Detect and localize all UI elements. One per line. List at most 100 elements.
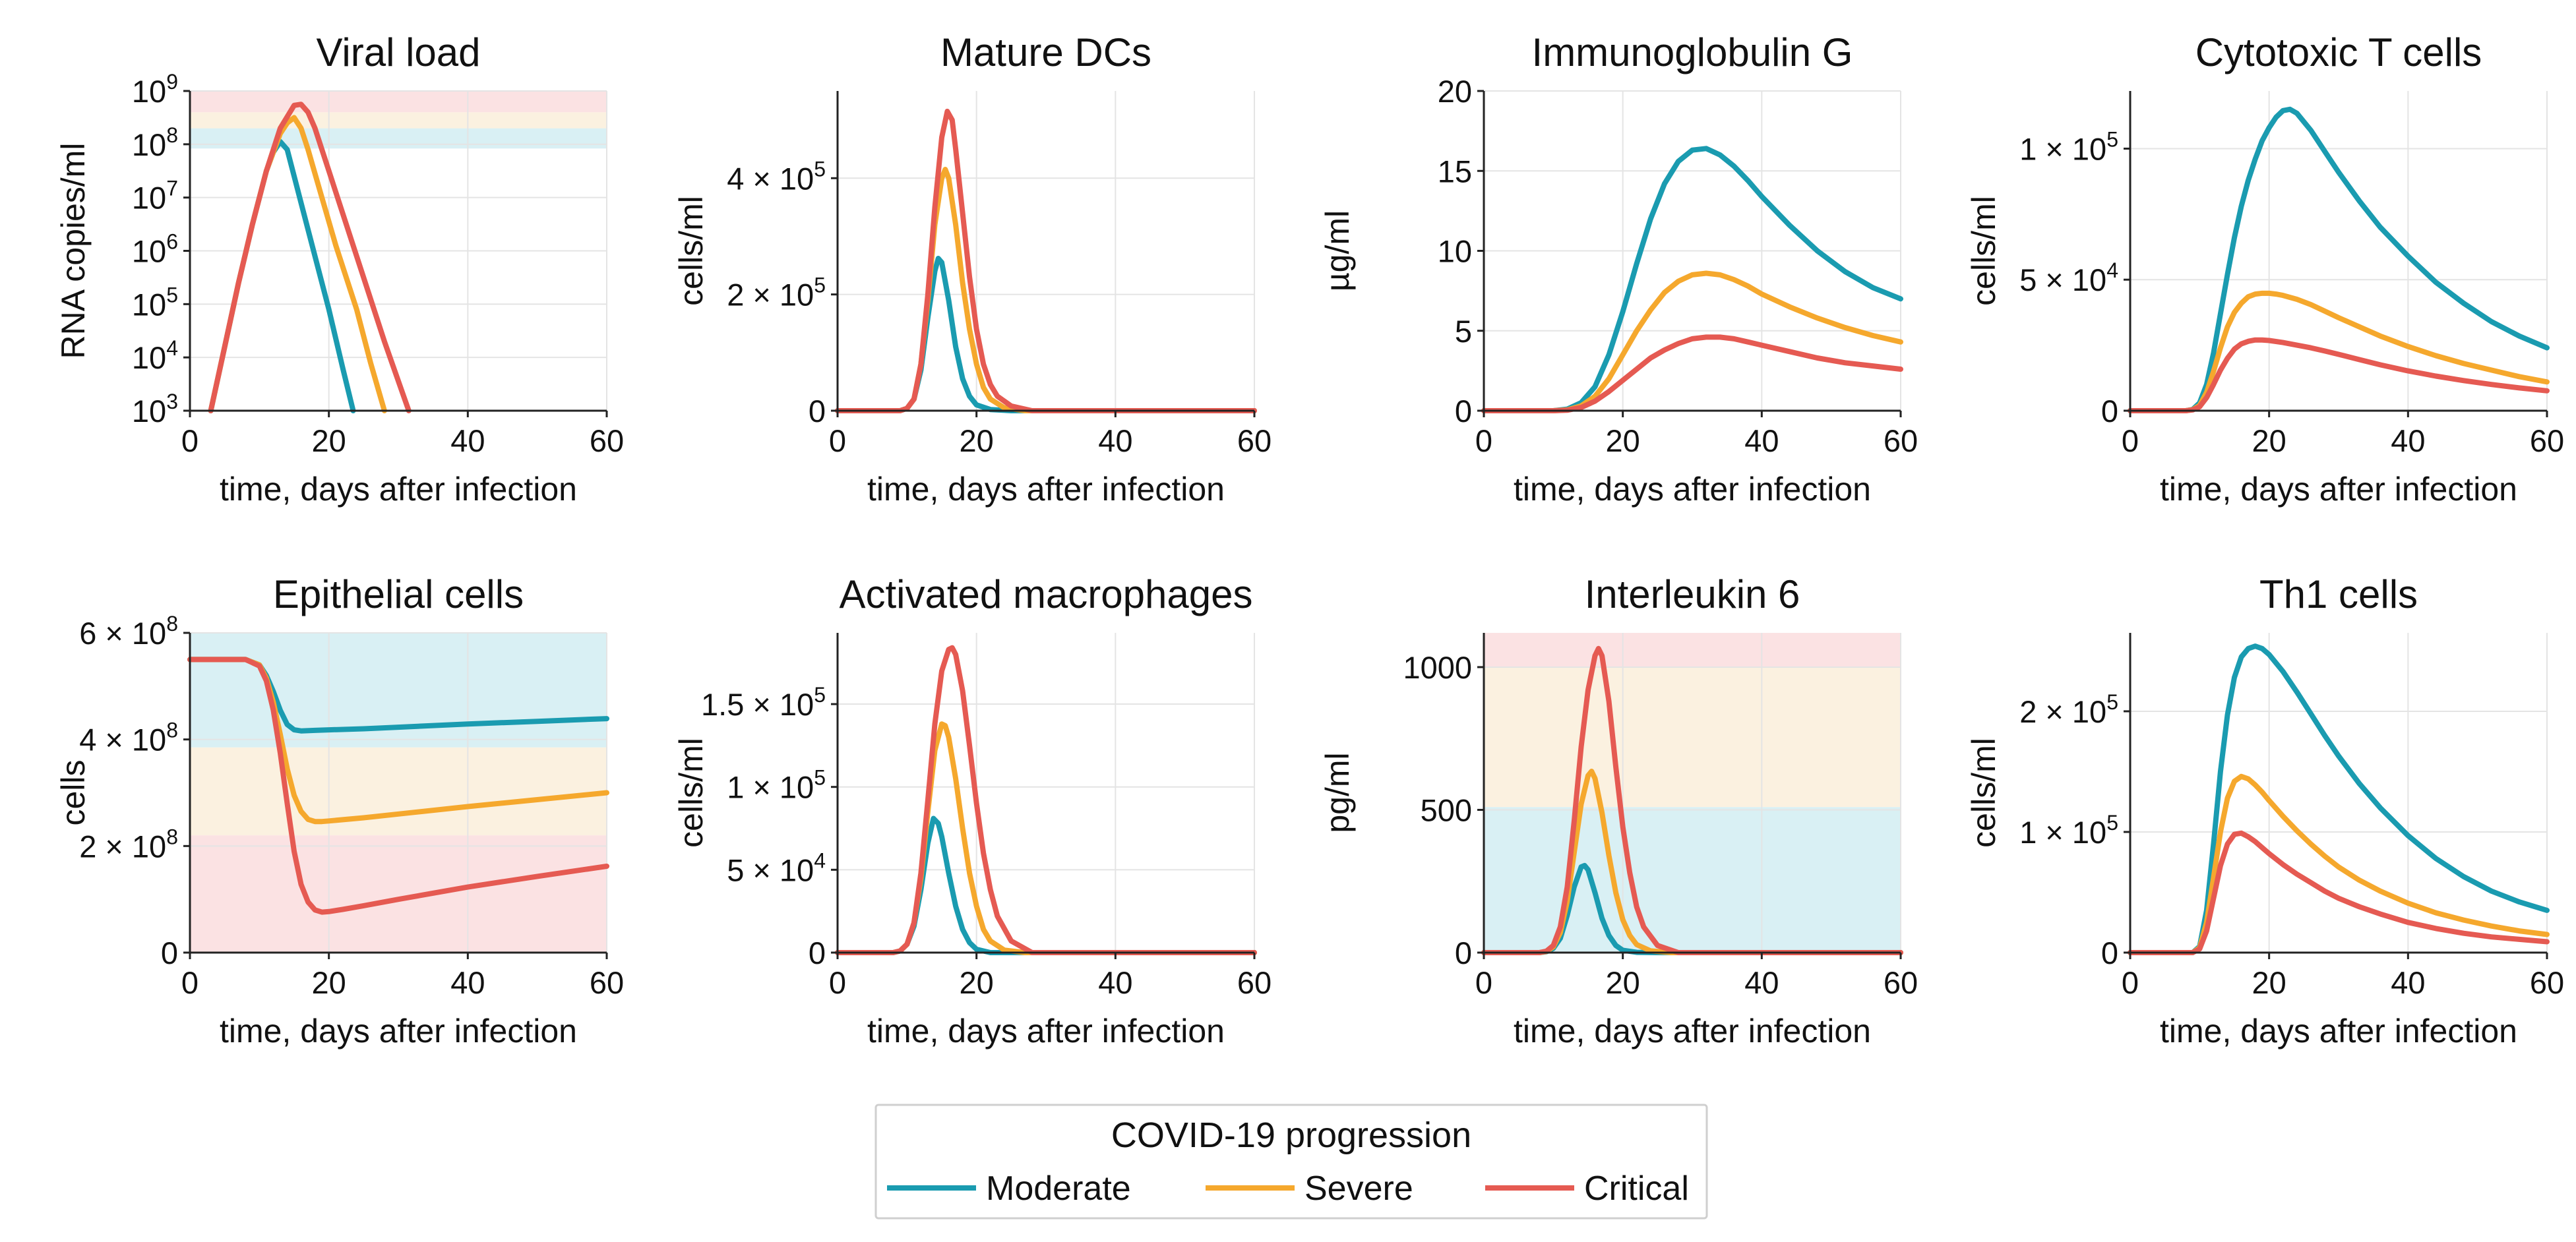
y-tick-label: 1000 [1403,650,1472,685]
x-tick-label: 0 [2122,965,2139,1000]
legend: COVID-19 progression Moderate Severe Criti… [874,1104,1708,1220]
x-tick-label: 40 [2391,965,2425,1000]
series-line-moderate [2128,106,2550,413]
series-line-critical [1481,334,1903,413]
band-critical [190,835,607,953]
x-tick-label: 0 [181,965,199,1000]
y-axis-label: µg/ml [1319,210,1356,291]
y-tick-label: 20 [1438,74,1472,109]
x-tick-label: 40 [1098,423,1132,458]
series-line-critical [2128,337,2550,413]
x-axis-label: time, days after infection [867,471,1225,508]
y-tick-label: 109 [132,70,178,109]
y-tick-label: 500 [1421,792,1472,827]
y-tick-label: 5 [1455,314,1472,349]
x-axis-label: time, days after infection [2160,1013,2517,1050]
y-tick-label: 1 × 105 [2019,127,2118,166]
y-tick-label: 1 × 105 [2019,811,2118,850]
x-tick-label: 0 [829,423,846,458]
panel-th1: 0 20 40 60 0 1 × 105 2 × 105 Th1 cells time, day… [1965,572,2564,1050]
panel-title: Interleukin 6 [1585,572,1800,616]
y-tick-label: 0 [809,935,826,970]
x-axis-label: time, days after infection [1514,1013,1871,1050]
x-tick-label: 20 [960,965,994,1000]
x-tick-label: 60 [1237,423,1272,458]
y-axis-label: cells/ml [1965,738,2002,848]
x-axis-label: time, days after infection [220,1013,577,1050]
y-tick-label: 0 [2101,394,2118,429]
series-line-moderate [835,256,1257,413]
x-tick-label: 60 [1237,965,1272,1000]
x-tick-label: 0 [2122,423,2139,458]
x-tick-label: 0 [1475,965,1492,1000]
series-line-critical [835,108,1257,413]
panel-title: Th1 cells [2259,572,2418,616]
band-moderate [190,128,607,149]
panel-mac: 0 20 40 60 0 5 × 104 1 × 105 1.5 × 105 Activated… [673,572,1272,1050]
y-axis-label: RNA copies/ml [55,143,92,359]
y-tick-label: 15 [1438,154,1472,189]
x-tick-label: 60 [2530,965,2564,1000]
panel-title: Viral load [316,30,480,74]
band-severe [190,112,607,129]
panel-viral: 0 20 40 60 103 104 105 106 107 108 109 Viral load ti… [55,30,624,508]
series-line-severe [835,721,1257,955]
y-tick-label: 5 × 104 [727,848,826,887]
series-line-critical [187,657,609,915]
y-tick-label: 1.5 × 105 [701,683,826,722]
band-moderate [190,633,607,748]
x-tick-label: 20 [1606,965,1640,1000]
panel-title: Activated macrophages [839,572,1252,616]
y-axis-label: cells [55,759,92,825]
y-tick-label: 0 [2101,935,2118,970]
band-critical [1484,633,1901,667]
y-axis-label: cells/ml [673,738,710,848]
panel-title: Epithelial cells [273,572,524,616]
series-line-severe [835,167,1257,413]
x-axis-label: time, days after infection [2160,471,2517,508]
y-tick-label: 4 × 105 [727,157,826,196]
x-tick-label: 40 [450,423,485,458]
panel-title: Cytotoxic T cells [2195,30,2482,74]
legend-title: COVID-19 progression [1111,1115,1471,1155]
y-tick-label: 0 [1455,935,1472,970]
x-tick-label: 40 [2391,423,2425,458]
legend-label-severe: Severe [1304,1169,1413,1208]
x-tick-label: 20 [960,423,994,458]
y-tick-label: 108 [132,123,178,162]
series-line-critical [2128,830,2550,955]
x-tick-label: 60 [2530,423,2564,458]
band-moderate [1484,807,1901,953]
y-tick-label: 104 [132,336,178,375]
x-tick-label: 0 [181,423,199,458]
y-tick-label: 106 [132,230,178,269]
x-tick-label: 0 [1475,423,1492,458]
y-tick-label: 0 [161,935,178,970]
y-tick-label: 6 × 108 [79,612,178,651]
x-tick-label: 60 [1884,965,1918,1000]
band-severe [1484,666,1901,808]
x-tick-label: 40 [1098,965,1132,1000]
series-line-moderate [835,815,1257,955]
x-tick-label: 20 [2252,965,2286,1000]
x-tick-label: 20 [312,965,346,1000]
band-critical [190,91,607,113]
y-axis-label: pg/ml [1319,752,1356,833]
y-tick-label: 0 [809,394,826,429]
y-tick-label: 1 × 105 [727,766,826,805]
y-tick-label: 2 × 105 [727,274,826,312]
x-tick-label: 0 [829,965,846,1000]
x-tick-label: 20 [2252,423,2286,458]
legend-label-critical: Critical [1584,1169,1689,1208]
x-tick-label: 20 [312,423,346,458]
x-axis-label: time, days after infection [220,471,577,508]
y-tick-label: 107 [132,177,178,216]
x-tick-label: 40 [450,965,485,1000]
x-tick-label: 60 [590,423,624,458]
legend-label-moderate: Moderate [986,1169,1131,1208]
x-tick-label: 60 [1884,423,1918,458]
y-tick-label: 103 [132,390,178,429]
y-tick-label: 5 × 104 [2019,258,2118,297]
panel-epi: 0 20 40 60 0 2 × 108 4 × 108 6 × 108 Epithelial … [55,572,624,1050]
